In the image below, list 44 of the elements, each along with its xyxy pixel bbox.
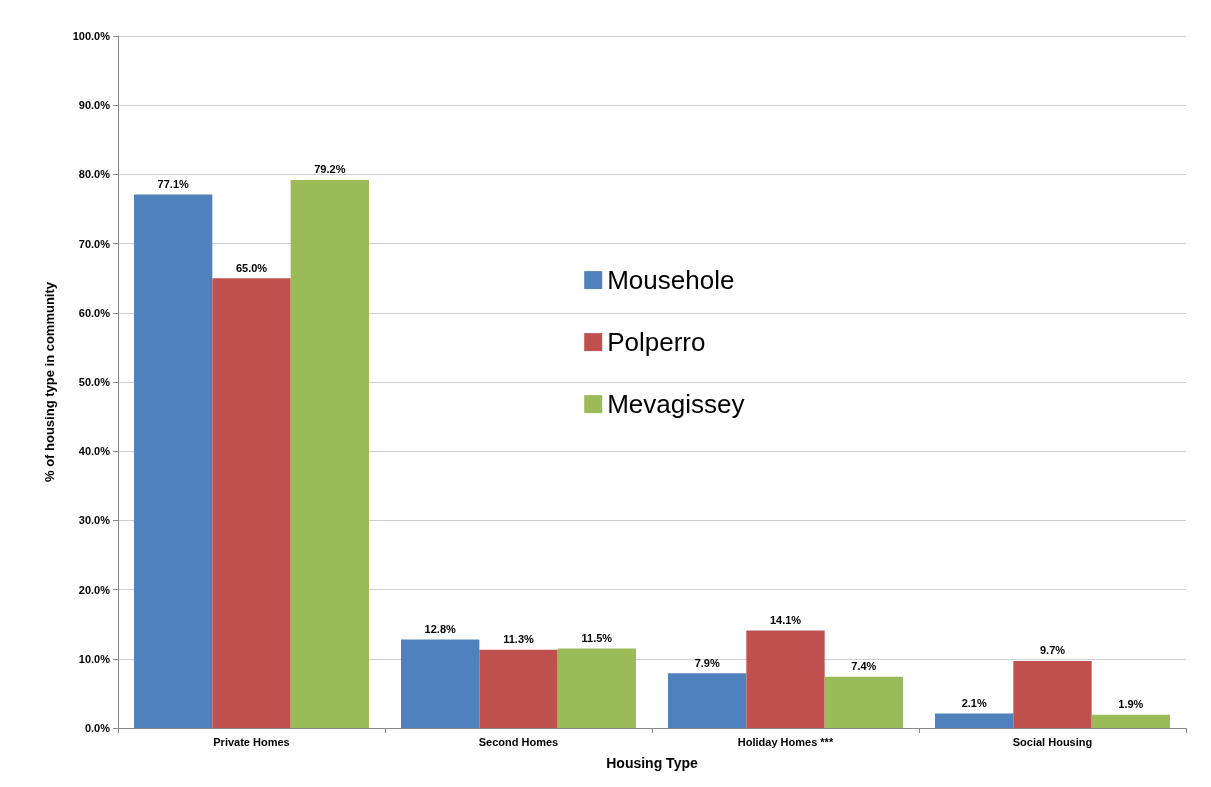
bar xyxy=(290,179,369,728)
y-tick-label: 90.0% xyxy=(78,99,111,112)
y-axis-title: % of housing type in community xyxy=(42,281,57,483)
data-label: 7.4% xyxy=(851,660,877,673)
bar xyxy=(668,673,747,728)
y-tick-label: 70.0% xyxy=(78,237,111,250)
data-label: 2.1% xyxy=(961,696,987,709)
bar xyxy=(557,648,636,728)
data-label: 11.5% xyxy=(581,631,613,644)
data-label: 65.0% xyxy=(235,261,268,274)
data-label: 1.9% xyxy=(1118,698,1144,711)
y-tick-label: 100.0% xyxy=(72,30,111,42)
data-label: 79.2% xyxy=(314,163,346,176)
bar xyxy=(824,676,903,728)
bar xyxy=(1091,714,1170,728)
bar xyxy=(134,194,213,728)
bar xyxy=(1013,660,1092,728)
bar xyxy=(935,713,1014,728)
x-tick-label: Social Housing xyxy=(1012,735,1093,748)
x-tick-label: Private Homes xyxy=(213,735,290,748)
y-tick-label: 10.0% xyxy=(78,652,111,665)
bar xyxy=(479,649,558,728)
bar xyxy=(212,278,291,728)
y-tick-label: 30.0% xyxy=(78,514,111,527)
x-axis-title: Housing Type xyxy=(606,755,698,771)
y-tick-label: 20.0% xyxy=(78,583,111,596)
data-label: 7.9% xyxy=(694,656,720,669)
data-label: 14.1% xyxy=(769,613,802,626)
data-label: 9.7% xyxy=(1039,644,1066,657)
legend-label: Mousehole xyxy=(607,265,735,296)
data-label: 77.1% xyxy=(157,177,189,190)
x-tick-label: Second Homes xyxy=(478,735,559,748)
legend-label: Polperro xyxy=(607,327,706,358)
y-tick-label: 60.0% xyxy=(78,306,111,319)
y-tick-label: 40.0% xyxy=(78,445,111,458)
data-label: 11.3% xyxy=(503,633,535,646)
y-tick-label: 80.0% xyxy=(78,168,111,181)
x-tick-label: Holiday Homes *** xyxy=(737,735,834,748)
y-tick-label: 0.0% xyxy=(84,722,111,734)
data-label: 12.8% xyxy=(424,622,456,635)
bar xyxy=(401,639,480,728)
legend-label: Mevagissey xyxy=(607,389,745,420)
bar xyxy=(746,630,825,728)
y-tick-label: 50.0% xyxy=(78,376,111,388)
